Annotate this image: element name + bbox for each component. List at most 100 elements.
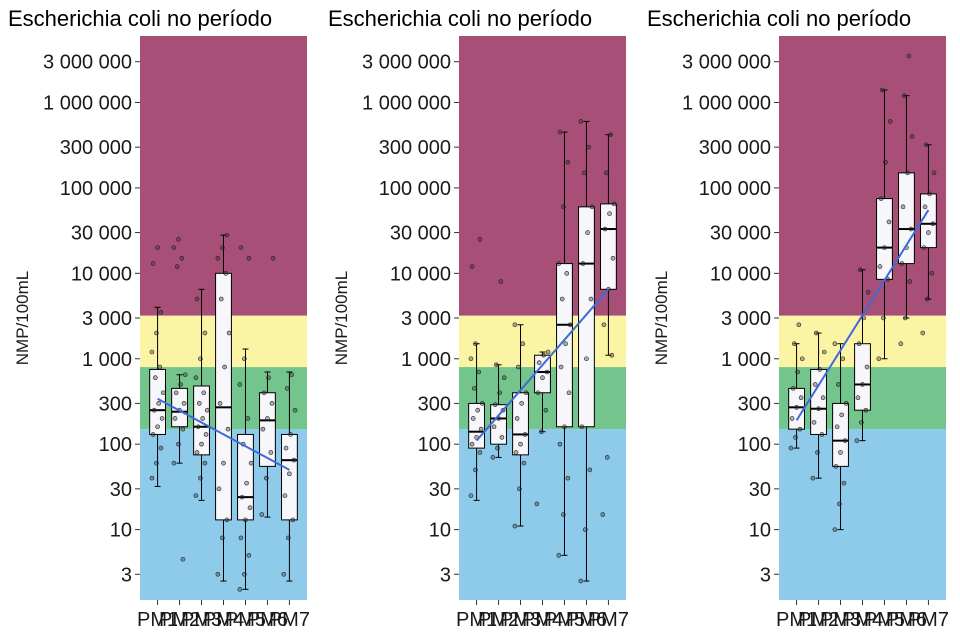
data-point [810, 475, 816, 481]
band-1 [779, 429, 946, 600]
data-point [522, 432, 528, 437]
data-point [178, 382, 183, 387]
data-point [149, 475, 155, 481]
data-point [909, 134, 915, 139]
chart-panel-3: Escherichia coli no período NMP/100mL 3 10 3… [647, 6, 949, 631]
data-point [225, 426, 231, 432]
chart-title: Escherichia coli no período [8, 6, 272, 31]
data-point [854, 438, 860, 443]
data-point [793, 435, 798, 440]
data-point [559, 296, 565, 302]
data-point [150, 432, 156, 437]
x-tick-label: PM1 [137, 609, 178, 631]
x-tick-label: PM3 [500, 609, 541, 631]
data-point [204, 407, 210, 413]
data-point [217, 401, 223, 406]
data-point [832, 527, 838, 532]
data-point [879, 87, 885, 93]
y-tick-label: 3 000 [401, 308, 451, 330]
x-tick-label: PM1 [456, 609, 497, 631]
data-point [898, 341, 904, 347]
data-point [171, 245, 177, 250]
data-point [534, 501, 540, 507]
data-point [287, 471, 292, 477]
x-tick-label: PM4 [842, 609, 883, 631]
data-point [156, 401, 162, 406]
data-point [153, 375, 158, 381]
data-point [290, 517, 296, 523]
data-point [611, 201, 617, 207]
data-point [499, 435, 505, 440]
data-point [520, 341, 526, 347]
data-point [838, 450, 843, 455]
y-tick-label: 300 000 [699, 137, 771, 159]
data-point [238, 535, 244, 541]
data-point [201, 390, 207, 396]
box-iqr [832, 402, 849, 467]
data-point [837, 501, 842, 507]
y-tick-label: 30 [429, 479, 451, 501]
y-tick-label: 30 000 [710, 223, 771, 245]
box-PM4 [534, 349, 551, 507]
data-point [260, 426, 266, 432]
box-iqr [215, 272, 232, 521]
data-point [563, 341, 568, 347]
data-point [817, 367, 822, 372]
data-point [268, 450, 274, 455]
data-point [288, 432, 293, 437]
data-point [926, 230, 931, 235]
data-point [196, 401, 202, 406]
data-point [796, 322, 802, 328]
data-point [539, 429, 544, 435]
data-point [469, 441, 475, 447]
data-point [790, 386, 796, 391]
y-tick-label: 300 [99, 393, 132, 415]
data-point [608, 132, 613, 137]
data-point [799, 356, 805, 362]
data-point [243, 517, 248, 523]
y-tick-label: 3 000 [82, 308, 132, 330]
band-4 [779, 36, 946, 316]
data-point [794, 405, 799, 410]
y-tick-label: 3 [440, 564, 451, 586]
band-1 [459, 429, 626, 600]
data-point [561, 204, 566, 210]
box-PM4 [854, 267, 871, 443]
data-point [242, 571, 247, 577]
data-point [798, 395, 804, 401]
box-PM5 [237, 245, 254, 592]
x-tick-label: PM1 [776, 609, 817, 631]
y-tick-label: 100 000 [379, 178, 451, 200]
data-point [908, 226, 914, 232]
box-iqr [512, 392, 529, 456]
data-point [215, 571, 221, 577]
x-tick-label: PM2 [798, 609, 839, 631]
data-point [813, 330, 819, 336]
data-point [150, 261, 156, 266]
x-tick-label: PM7 [908, 609, 949, 631]
trend-line [795, 209, 930, 421]
x-tick-label: PM6 [886, 609, 927, 631]
data-point [202, 330, 208, 336]
data-point [176, 441, 181, 447]
data-point [261, 390, 267, 396]
data-point [477, 450, 483, 455]
y-tick-label: 300 [418, 393, 451, 415]
data-point [543, 407, 549, 413]
data-point [567, 322, 573, 328]
data-point [220, 245, 225, 250]
data-point [182, 372, 188, 378]
data-point [795, 369, 801, 375]
data-point [832, 341, 838, 347]
data-point [159, 416, 165, 421]
data-point [556, 261, 562, 266]
data-point [154, 330, 159, 336]
y-tick-label: 3 000 000 [682, 52, 771, 74]
data-point [585, 230, 590, 235]
data-point [607, 211, 612, 216]
data-point [173, 390, 179, 396]
y-axis-label: NMP/100mL [13, 271, 32, 365]
data-point [819, 432, 825, 437]
data-point [588, 296, 594, 302]
data-point [789, 416, 795, 421]
